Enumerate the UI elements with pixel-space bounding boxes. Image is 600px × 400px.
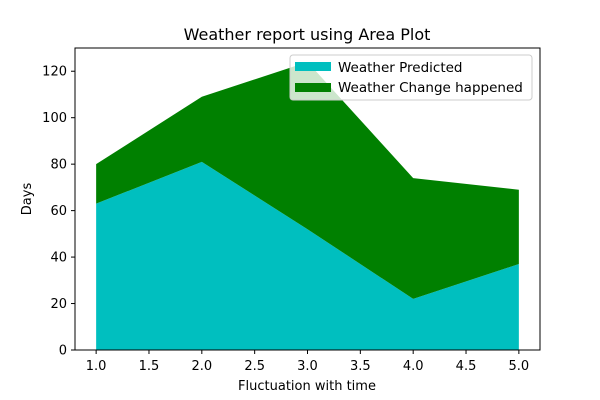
legend-frame — [289, 54, 533, 101]
areas-layer — [96, 61, 519, 350]
x-tick-label: 5.0 — [509, 359, 530, 374]
x-axis-label: Fluctuation with time — [238, 379, 376, 394]
y-tick-label: 120 — [42, 65, 67, 80]
y-tick-label: 0 — [59, 344, 67, 359]
x-tick-label: 2.0 — [191, 359, 212, 374]
y-axis-ticks: 0 20 40 60 80 100 120 — [42, 65, 75, 359]
legend-swatch-weather-change-happened — [295, 83, 331, 92]
x-tick-label: 4.0 — [403, 359, 424, 374]
x-tick-label: 1.5 — [139, 359, 160, 374]
y-tick-label: 20 — [50, 297, 67, 312]
legend-swatch-weather-predicted — [295, 62, 331, 71]
y-tick-label: 100 — [42, 111, 67, 126]
area-series-weather-predicted — [96, 161, 519, 350]
y-tick-label: 60 — [50, 204, 67, 219]
x-tick-label: 4.5 — [456, 359, 477, 374]
chart-title: Weather report using Area Plot — [184, 25, 431, 44]
x-tick-label: 2.5 — [244, 359, 265, 374]
x-tick-label: 3.5 — [350, 359, 371, 374]
area-series-weather-change-happened — [96, 61, 519, 299]
x-tick-label: 1.0 — [86, 359, 107, 374]
legend-label-weather-change-happened: Weather Change happened — [338, 80, 523, 96]
y-tick-label: 80 — [50, 158, 67, 173]
legend-label-weather-predicted: Weather Predicted — [338, 60, 463, 76]
x-tick-label: 3.0 — [297, 359, 318, 374]
y-tick-label: 40 — [50, 251, 67, 266]
x-axis-ticks: 1.0 1.5 2.0 2.5 3.0 3.5 4.0 4.5 5.0 — [86, 350, 529, 374]
legend: Weather Predicted Weather Change happene… — [289, 54, 533, 101]
y-axis-label: Days — [20, 183, 35, 216]
